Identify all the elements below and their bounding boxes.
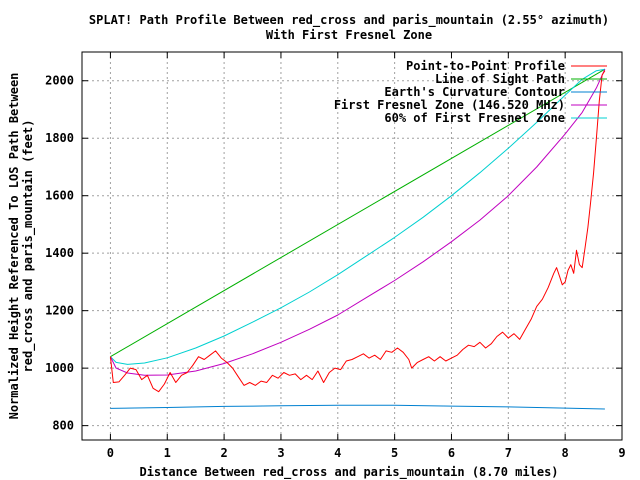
x-tick-label: 0 [107, 446, 114, 460]
y-axis-label-line-1: Normalized Height Referenced To LOS Path… [7, 73, 21, 420]
x-tick-label: 9 [618, 446, 625, 460]
series-line-earth-s-curvature-contour [110, 404, 605, 410]
series-line-first-fresnel-zone-146-520-mhz [109, 68, 606, 376]
plot-frame [81, 51, 623, 441]
x-axis-label: Distance Between red_cross and paris_mou… [139, 465, 558, 480]
y-tick-label: 1600 [45, 189, 74, 203]
y-tick-label: 1800 [45, 131, 74, 145]
x-tick-label: 1 [164, 446, 171, 460]
y-tick-label: 1400 [45, 246, 74, 260]
y-tick-label: 800 [52, 419, 74, 433]
x-tick-label: 4 [334, 446, 341, 460]
y-tick-label: 1200 [45, 304, 74, 318]
x-tick-label: 5 [391, 446, 398, 460]
x-tick-label: 3 [277, 446, 284, 460]
grid [82, 52, 623, 440]
legend-label-earth-s-curvature-contour: Earth's Curvature Contour [384, 85, 565, 99]
ticks: 0 1 2 3 4 5 6 7 8 9 800 1000 1200 1400 1600 1800 2000 [45, 52, 626, 460]
x-tick-label: 7 [505, 446, 512, 460]
y-tick-label: 2000 [45, 74, 74, 88]
legend-label-line-of-sight-path: Line of Sight Path [435, 72, 565, 86]
chart-title: SPLAT! Path Profile Between red_cross an… [89, 13, 609, 28]
series-line-60-of-first-fresnel-zone [110, 68, 605, 365]
x-tick-label: 2 [220, 446, 227, 460]
chart-subtitle: With First Fresnel Zone [266, 28, 432, 42]
x-tick-label: 8 [562, 446, 569, 460]
legend-label-first-fresnel-zone-146-520-mhz: First Fresnel Zone (146.520 MHz) [334, 98, 565, 112]
y-axis-label-line-2: red_cross and paris_mountain (feet) [21, 120, 36, 373]
legend-label-60-of-first-fresnel-zone: 60% of First Fresnel Zone [384, 111, 565, 125]
series-line-line-of-sight-path [110, 68, 606, 358]
y-tick-label: 1000 [45, 361, 74, 375]
x-tick-label: 6 [448, 446, 455, 460]
legend-label-point-to-point-profile: Point-to-Point Profile [406, 59, 565, 73]
series-group [109, 68, 606, 410]
series-line-point-to-point-profile [109, 70, 606, 393]
